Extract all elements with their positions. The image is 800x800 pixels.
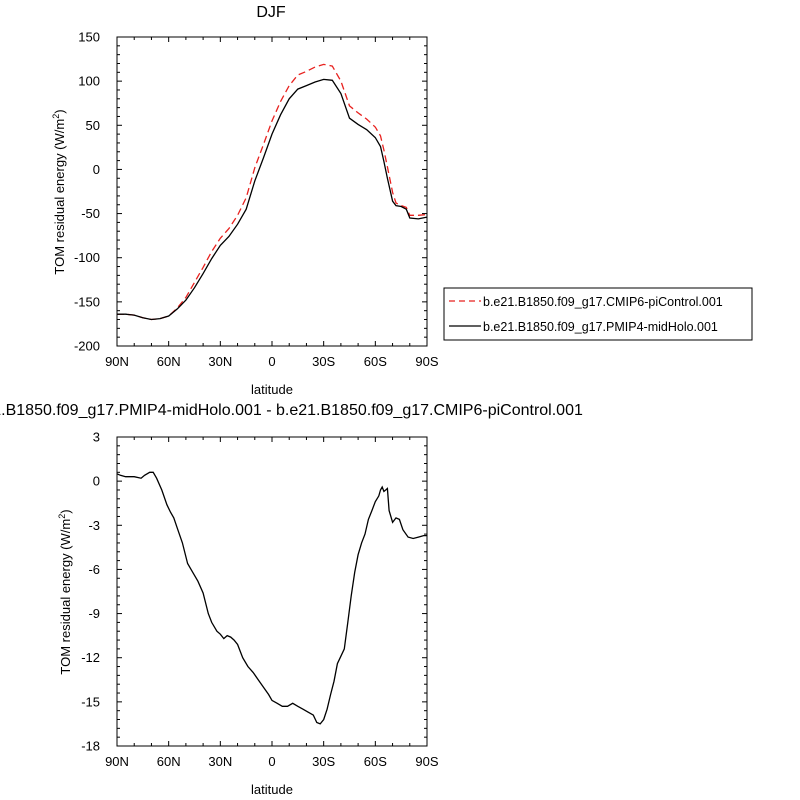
- axis-ticks-2: [116, 436, 428, 747]
- y-tick-label: 150: [78, 30, 100, 45]
- tick-labels: 90N 60N 30N 0 30S 60S 90S 150 100 50 0 -50 -100 -150 -…: [74, 30, 439, 370]
- x-tick-label: 90N: [105, 754, 129, 769]
- x-tick-label: 0: [268, 754, 275, 769]
- y-tick-label: -15: [81, 694, 100, 709]
- x-tick-label: 30N: [208, 754, 232, 769]
- y-tick-label: -9: [88, 606, 100, 621]
- y-axis-label-2: TOM residual energy (W/m2): [57, 509, 73, 674]
- x-axis-label-2: latitude: [251, 782, 293, 797]
- y-tick-label: -3: [88, 518, 100, 533]
- y-tick-label: 100: [78, 74, 100, 89]
- y-tick-label: -200: [74, 339, 100, 354]
- legend: b.e21.B1850.f09_g17.CMIP6-piControl.001 …: [443, 287, 753, 341]
- y-tick-label: -50: [81, 206, 100, 221]
- y-tick-label: 0: [93, 162, 100, 177]
- y-tick-label: -100: [74, 250, 100, 265]
- x-tick-label: 30S: [312, 754, 335, 769]
- series-line-0: [116, 471, 427, 725]
- y-tick-label: -18: [81, 739, 100, 754]
- x-tick-label: 90S: [415, 354, 438, 369]
- series-line-0: [117, 63, 428, 321]
- x-tick-label: 90S: [415, 754, 438, 769]
- difference-chart-title: b.e21.B1850.f09_g17.PMIP4-midHolo.001 - …: [0, 402, 583, 419]
- x-tick-label: 60S: [364, 754, 387, 769]
- legend-label-midholo: b.e21.B1850.f09_g17.PMIP4-midHolo.001: [483, 320, 718, 334]
- legend-box: [443, 287, 753, 341]
- x-tick-label: 60S: [364, 354, 387, 369]
- chart-title: DJF: [256, 4, 286, 21]
- x-tick-label: 90N: [105, 354, 129, 369]
- x-tick-label: 60N: [157, 354, 181, 369]
- x-tick-label: 60N: [157, 754, 181, 769]
- y-axis-label: TOM residual energy (W/m2): [51, 109, 67, 274]
- y-tick-label: -150: [74, 294, 100, 309]
- legend-label-picontrol: b.e21.B1850.f09_g17.CMIP6-piControl.001: [483, 295, 723, 309]
- tick-labels-2: 90N 60N 30N 0 30S 60S 90S 3 0 -3 -6 -9 -12 -15 -18: [81, 430, 439, 770]
- top-panel: DJF 90N 60N 30N 0 30S 60S 90S 150 100 50 0 -50 -100 -…: [51, 4, 753, 397]
- y-tick-label: 3: [93, 430, 100, 445]
- axis-ticks: [116, 36, 428, 347]
- difference-line: [116, 471, 427, 725]
- series-line-1: [117, 78, 428, 321]
- y-tick-label: 50: [86, 118, 100, 133]
- series-lines: [117, 63, 428, 321]
- bottom-panel: b.e21.B1850.f09_g17.PMIP4-midHolo.001 - …: [0, 402, 583, 797]
- y-tick-label: 0: [93, 474, 100, 489]
- y-tick-label: -6: [88, 562, 100, 577]
- x-axis-label: latitude: [251, 382, 293, 397]
- plot-frame: [116, 36, 428, 347]
- x-tick-label: 0: [268, 354, 275, 369]
- x-tick-label: 30S: [312, 354, 335, 369]
- x-tick-label: 30N: [208, 354, 232, 369]
- y-tick-label: -12: [81, 650, 100, 665]
